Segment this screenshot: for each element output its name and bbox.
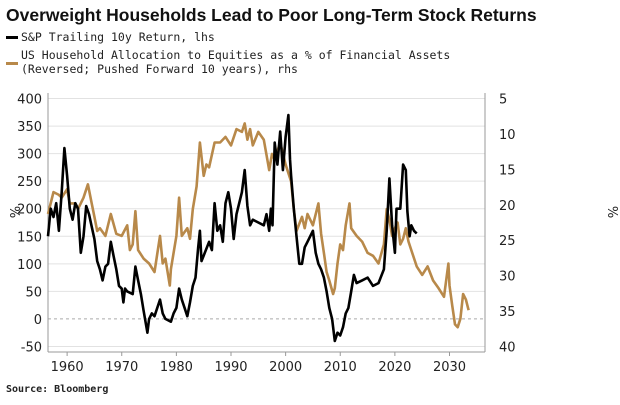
- x-tick-label: 1990: [214, 360, 247, 375]
- y-right-tick-label: 20: [499, 199, 516, 214]
- y-left-tick-label: 200: [17, 203, 42, 218]
- x-tick-label: 1960: [51, 360, 84, 375]
- y-left-tick-label: 50: [25, 285, 42, 300]
- y-left-tick-label: -50: [21, 340, 42, 355]
- y-left-tick-label: 150: [17, 230, 42, 245]
- y-right-tick-label: 15: [499, 163, 516, 178]
- y-right-tick-label: 35: [499, 305, 516, 320]
- x-tick-label: 1980: [160, 360, 193, 375]
- y-right-tick-label: 40: [499, 340, 516, 355]
- y-left-tick-label: 100: [17, 258, 42, 273]
- y-left-tick-label: 350: [17, 120, 42, 135]
- y-left-tick-label: 250: [17, 175, 42, 190]
- legend-label-sp: S&P Trailing 10y Return, lhs: [21, 30, 215, 44]
- x-tick-label: 2030: [433, 360, 466, 375]
- chart-title: Overweight Households Lead to Poor Long-…: [6, 5, 537, 25]
- series-line-sp-return: [46, 113, 418, 343]
- y-left-tick-label: 0: [34, 313, 42, 328]
- y-right-tick-label: 25: [499, 234, 516, 249]
- y-left-tick-label: 300: [17, 148, 42, 163]
- source-note: Source: Bloomberg: [6, 384, 109, 395]
- y-left-unit: %: [6, 206, 21, 218]
- series-line-household-allocation: [46, 122, 470, 329]
- x-tick-label: 1970: [105, 360, 138, 375]
- legend-label-household: US Household Allocation to Equities as a…: [21, 48, 451, 76]
- x-tick-label: 2020: [378, 360, 411, 375]
- y-right-unit: %: [604, 206, 619, 218]
- y-right-tick-label: 30: [499, 270, 516, 285]
- legend-swatch-black: [6, 36, 18, 39]
- y-left-tick-label: 400: [17, 93, 42, 108]
- legend-item-sp: S&P Trailing 10y Return, lhs: [6, 30, 215, 44]
- x-tick-label: 2000: [269, 360, 302, 375]
- x-tick-label: 2010: [324, 360, 357, 375]
- y-right-tick-label: 10: [499, 128, 516, 143]
- y-right-tick-label: 5: [499, 93, 507, 108]
- legend-item-household: US Household Allocation to Equities as a…: [6, 48, 461, 76]
- legend-swatch-gold: [6, 62, 18, 65]
